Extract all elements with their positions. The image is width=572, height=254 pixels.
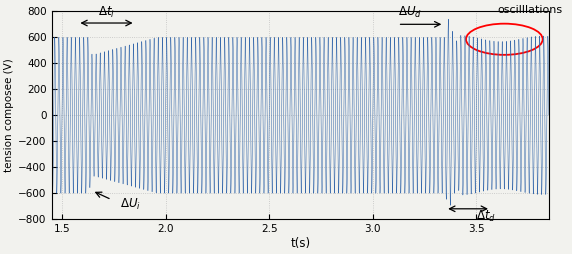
Text: $\Delta U_d$: $\Delta U_d$ — [398, 5, 422, 20]
Text: $\Delta t_d$: $\Delta t_d$ — [476, 209, 496, 224]
Text: oscilllations: oscilllations — [497, 5, 562, 15]
Text: $\Delta t_i$: $\Delta t_i$ — [98, 5, 115, 20]
Y-axis label: tension composee (V): tension composee (V) — [4, 58, 14, 172]
X-axis label: t(s): t(s) — [290, 237, 310, 250]
Text: $\Delta U_i$: $\Delta U_i$ — [120, 197, 141, 212]
